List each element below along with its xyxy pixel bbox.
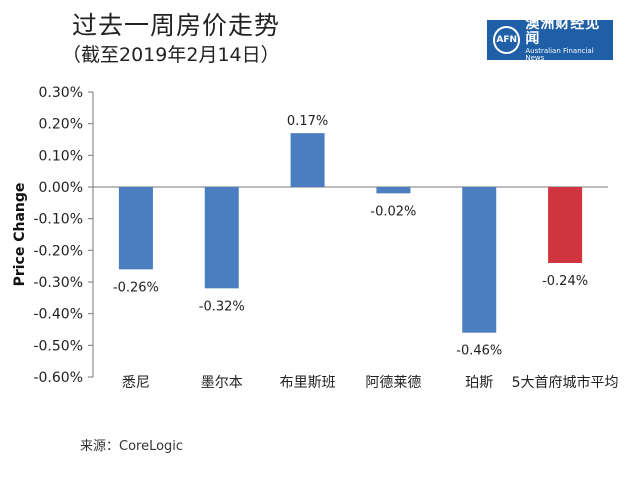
bar: [118, 187, 153, 270]
y-tick-label: 0.20%: [39, 117, 83, 133]
data-label: -0.02%: [370, 204, 416, 219]
y-tick-label: -0.10%: [33, 212, 83, 228]
x-category-label: 阿德莱德: [365, 375, 421, 391]
x-category-label: 布里斯班: [280, 375, 336, 391]
afn-logo-icon: AFN: [493, 26, 521, 54]
y-axis-title: Price Change: [12, 183, 28, 287]
y-tick-label: -0.60%: [33, 370, 83, 386]
x-category-label: 珀斯: [465, 375, 493, 391]
source-note: 来源：CoreLogic: [80, 439, 184, 454]
y-tick-label: 0.30%: [39, 85, 83, 101]
chart-subtitle: （截至2019年2月14日）: [62, 44, 280, 66]
bar: [462, 187, 497, 333]
bar: [548, 187, 583, 263]
x-category-label: 悉尼: [122, 375, 150, 391]
chart-title: 过去一周房价走势: [72, 11, 281, 40]
x-category-label: 墨尔本: [201, 375, 243, 391]
y-tick-label: 0.00%: [39, 180, 83, 196]
y-tick-label: -0.40%: [33, 307, 83, 323]
data-label: -0.46%: [456, 344, 502, 359]
data-label: -0.26%: [113, 280, 159, 295]
logo-name-en: Australian Financial News: [525, 46, 594, 63]
bar: [204, 187, 239, 289]
data-label: 0.17%: [287, 114, 328, 129]
y-tick-label: -0.50%: [33, 338, 83, 354]
logo-name-cn: 澳洲财经见闻: [525, 15, 601, 48]
bar: [290, 133, 325, 187]
data-label: -0.32%: [199, 299, 245, 314]
logo-text: 澳洲财经见闻 Australian Financial News: [525, 15, 613, 63]
y-tick-label: -0.20%: [33, 243, 83, 259]
brand-logo: AFN 澳洲财经见闻 Australian Financial News: [487, 15, 613, 63]
data-label: -0.24%: [542, 274, 588, 289]
x-category-label: 5大首府城市平均: [512, 374, 619, 391]
y-tick-label: -0.30%: [33, 275, 83, 291]
y-tick-label: 0.10%: [39, 148, 83, 164]
bar: [376, 187, 411, 194]
